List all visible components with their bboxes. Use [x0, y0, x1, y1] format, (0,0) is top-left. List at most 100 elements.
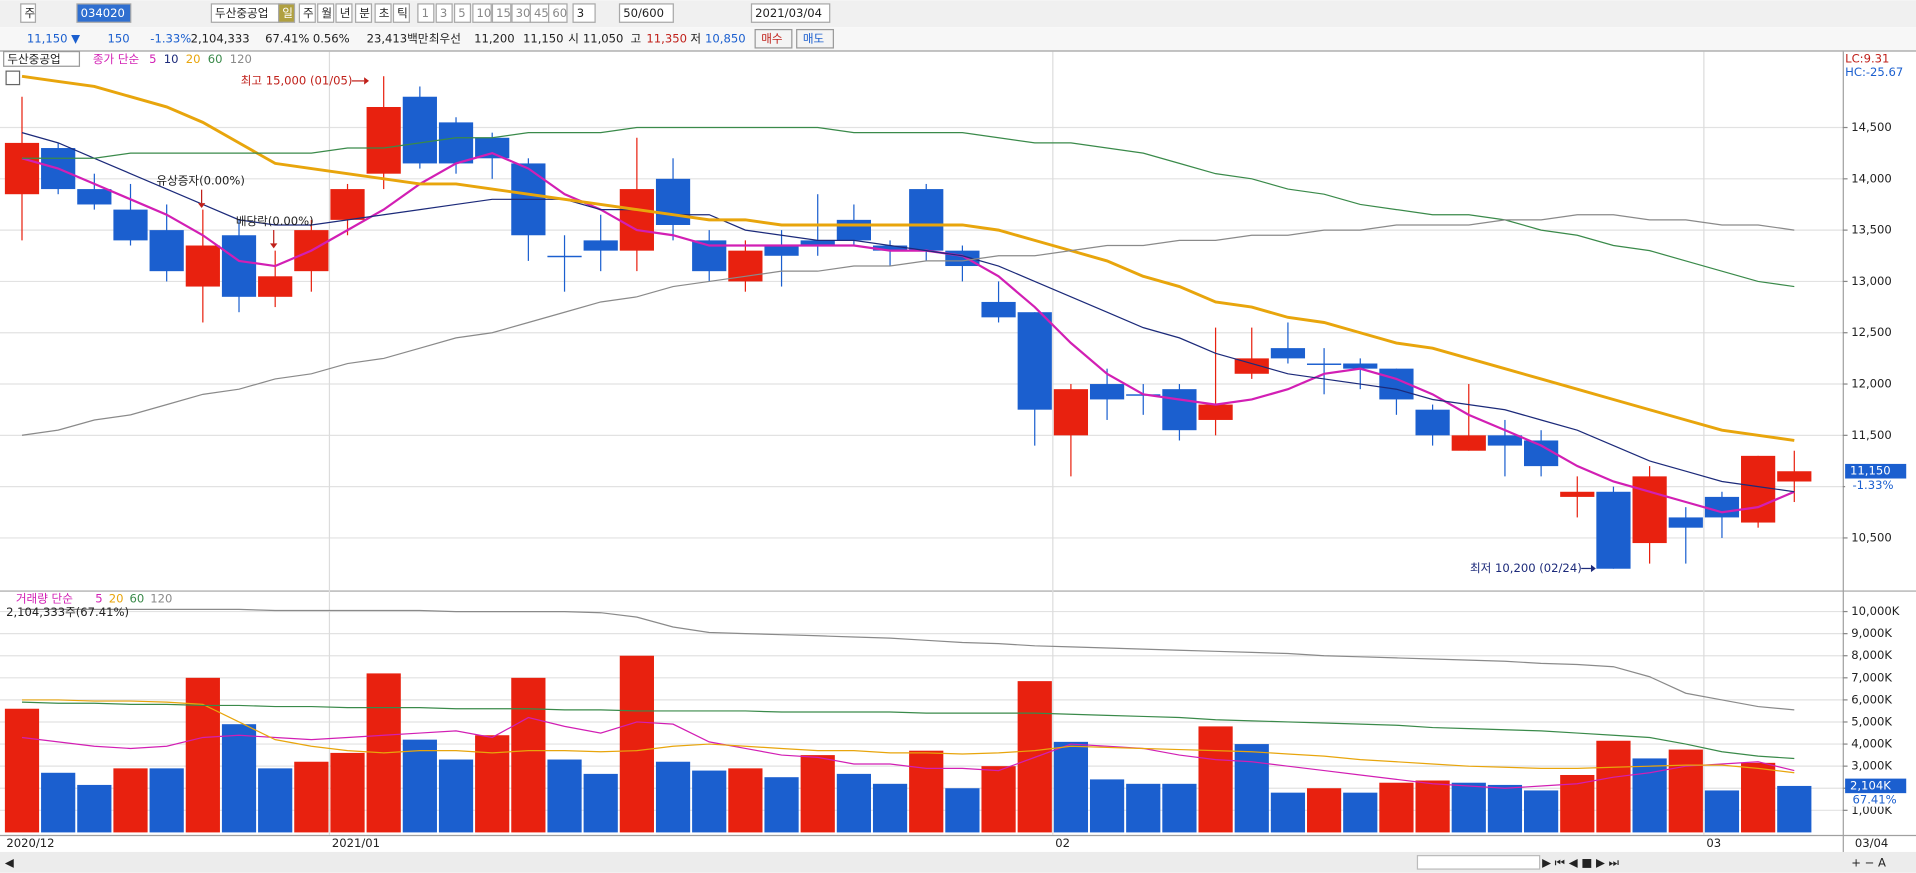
volume-bar [1126, 783, 1161, 833]
toolbar-button[interactable] [76, 3, 132, 23]
volume-bar [1487, 784, 1523, 833]
ma-line [21, 126, 1795, 288]
toolbar-button[interactable] [317, 3, 335, 23]
toolbar-item[interactable]: 일 [282, 6, 293, 20]
y-tick-label: 4,000K [1851, 737, 1892, 751]
candle-body [402, 96, 437, 164]
volume-bar [1198, 726, 1233, 833]
zoom-controls[interactable]: + − A [1851, 855, 1886, 869]
toolbar-item[interactable]: 주 [24, 6, 35, 20]
ma-line [21, 214, 1795, 436]
event-annotation: 유상증자(0.00%) [156, 174, 245, 188]
quote-field: 최우선 [429, 31, 461, 45]
toolbar-item[interactable]: 1 [422, 6, 429, 20]
toolbar-button[interactable] [491, 3, 512, 23]
candle-body [1234, 358, 1269, 374]
y-tick-label: 6,000K [1851, 692, 1892, 706]
toolbar-item[interactable]: 2021/03/04 [755, 6, 822, 20]
candle-body [1198, 404, 1233, 420]
toolbar-button[interactable] [417, 3, 435, 23]
toolbar-item[interactable]: 034020 [81, 6, 125, 20]
toolbar-button[interactable] [750, 3, 831, 23]
toolbar-button[interactable] [374, 3, 392, 23]
legend-entry: 5 [149, 52, 156, 66]
toolbar-button[interactable] [354, 3, 373, 23]
scroll-left[interactable]: ◀ [5, 855, 14, 869]
volume-bar [294, 761, 329, 833]
candle-body [1451, 435, 1486, 451]
toolbar-item[interactable]: 3 [577, 6, 584, 20]
volume-bar [800, 755, 835, 833]
order-button[interactable] [796, 28, 834, 49]
toolbar-item[interactable]: 두산중공업 [215, 6, 268, 20]
toolbar-button[interactable] [472, 3, 492, 23]
toolbar-button[interactable] [548, 3, 568, 23]
toolbar-item[interactable]: 50/600 [623, 6, 664, 20]
scrollbar[interactable] [0, 851, 1916, 873]
volume-bar [330, 752, 365, 833]
volume-bar [1162, 783, 1197, 833]
y-tick-label: 14,500 [1851, 120, 1892, 134]
order-button-label[interactable]: 매도 [803, 31, 825, 45]
scroll-thumb[interactable] [1416, 855, 1541, 870]
order-button[interactable] [754, 28, 793, 49]
candle-body [547, 255, 582, 258]
toolbar-button[interactable] [392, 3, 410, 23]
toolbar-item[interactable]: 분 [359, 6, 370, 20]
volume-bar [511, 677, 546, 833]
candle-body [1668, 517, 1703, 528]
volume-bar [1451, 782, 1486, 833]
candle-body [1343, 363, 1378, 369]
toolbar-item[interactable]: 5 [458, 6, 465, 20]
toolbar-item[interactable]: 45 [534, 6, 549, 20]
volume-bar [1741, 762, 1776, 833]
y-tick-label: 12,500 [1851, 325, 1892, 339]
toolbar-item[interactable]: 주 [303, 6, 314, 20]
last-price-box [1845, 463, 1907, 479]
toolbar-button[interactable] [277, 3, 296, 23]
volume-bar [1379, 782, 1414, 833]
y-tick-label: 14,000 [1851, 171, 1892, 185]
candle-body [1777, 471, 1812, 482]
toolbar-button[interactable] [435, 3, 453, 23]
y-tick-label: 11,500 [1851, 428, 1892, 442]
order-button-label[interactable]: 매수 [761, 31, 783, 45]
volume-subtitle: 2,104,333주(67.41%) [6, 605, 129, 619]
toolbar-button[interactable] [618, 3, 674, 23]
toolbar-item[interactable]: 월 [321, 6, 332, 20]
toolbar-button[interactable] [20, 3, 37, 23]
toolbar-item[interactable]: 60 [552, 6, 567, 20]
y-tick-label: 7,000K [1851, 670, 1892, 684]
toolbar-item[interactable]: 년 [340, 6, 351, 20]
toolbar-item[interactable]: 초 [379, 6, 390, 20]
y-tick-label: 10,000K [1851, 604, 1900, 618]
x-tick-label: 2020/12 [6, 836, 54, 850]
toolbar-item[interactable]: 30 [516, 6, 531, 20]
grid-icon[interactable] [5, 70, 21, 86]
y-tick-label: 8,000K [1851, 648, 1892, 662]
ratio-label: 67.41% [1852, 792, 1896, 806]
candle-body [619, 189, 654, 251]
toolbar-item[interactable]: 틱 [397, 6, 408, 20]
toolbar-row2-bg [0, 27, 1916, 51]
toolbar-item[interactable]: 10 [477, 6, 492, 20]
candle-body [872, 245, 908, 251]
volume-bar [1415, 780, 1450, 833]
candle-body [1053, 389, 1089, 436]
scroll-controls[interactable]: ▶ ⏮ ◀ ■ ▶ ⏭ [1542, 855, 1620, 869]
volume-bar [1089, 779, 1125, 833]
quote-field: -1.33% [150, 31, 191, 45]
volume-bar [655, 761, 691, 833]
candle-body [149, 230, 184, 272]
y-tick-label: 10,500 [1851, 530, 1892, 544]
toolbar-button[interactable] [298, 3, 316, 23]
toolbar-button[interactable] [572, 3, 596, 23]
hc-label: HC:-25.67 [1845, 65, 1903, 79]
toolbar-button[interactable] [335, 3, 353, 23]
quote-field: 11,050 [583, 31, 624, 45]
toolbar-item[interactable]: 3 [440, 6, 447, 20]
volume-bar [1524, 790, 1559, 833]
toolbar-button[interactable] [453, 3, 472, 23]
toolbar-item[interactable]: 15 [496, 6, 511, 20]
